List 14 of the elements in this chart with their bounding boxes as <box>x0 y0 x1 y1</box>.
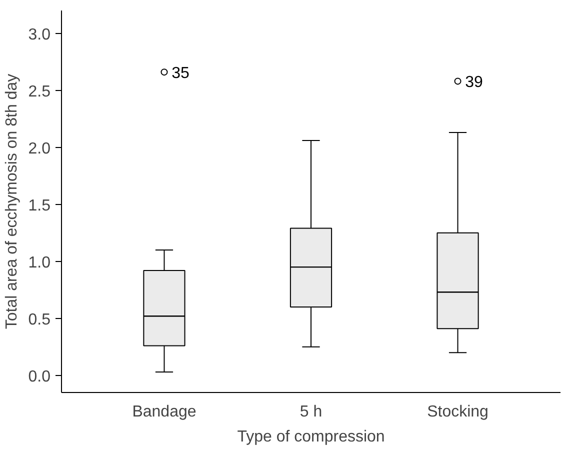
y-tick-label: 1.0 <box>28 254 51 272</box>
y-tick-label: 1.5 <box>28 197 51 214</box>
y-tick-label: 2.5 <box>28 83 51 100</box>
y-tick-label: 0.0 <box>28 368 51 386</box>
y-tick-label: 2.0 <box>28 140 51 158</box>
y-tick-label: 3.0 <box>28 26 51 44</box>
annotation: 35 <box>172 65 190 82</box>
x-axis-title: Type of compression <box>237 428 385 446</box>
annotation: 39 <box>465 74 483 92</box>
x-tick-label: Bandage <box>132 404 196 420</box>
y-axis-title: Total area of ecchymosis on 8th day <box>3 74 20 330</box>
x-tick-label: Stocking <box>427 404 488 420</box>
y-tick-label: 0.5 <box>28 311 51 328</box>
x-tick-label: 5 h <box>300 404 322 420</box>
